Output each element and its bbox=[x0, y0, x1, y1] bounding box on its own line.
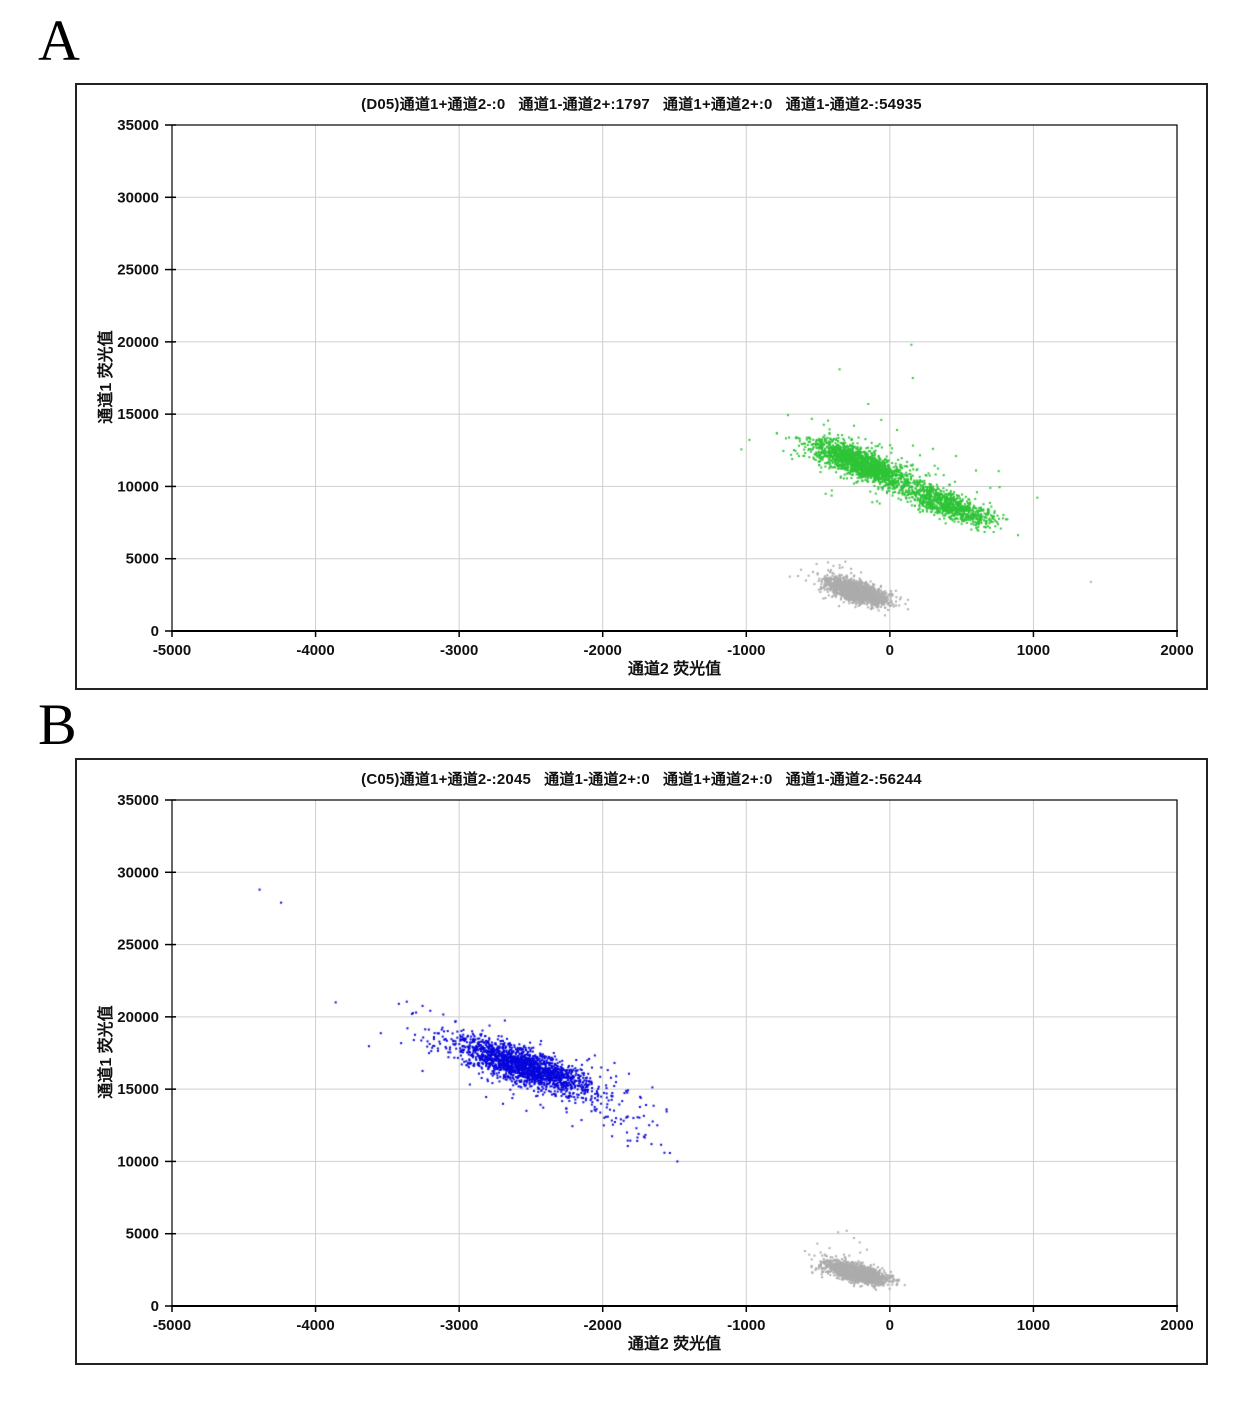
svg-text:5000: 5000 bbox=[126, 1226, 159, 1243]
svg-text:1000: 1000 bbox=[1017, 642, 1050, 659]
svg-text:30000: 30000 bbox=[117, 864, 159, 881]
y-axis-title-b: 通道1 荧光值 bbox=[98, 1005, 115, 1099]
svg-text:5000: 5000 bbox=[126, 551, 159, 568]
x-axis-title-a: 通道2 荧光值 bbox=[627, 661, 722, 678]
x-axis-title-b: 通道2 荧光值 bbox=[627, 1336, 722, 1353]
svg-text:10000: 10000 bbox=[117, 1153, 159, 1170]
svg-text:15000: 15000 bbox=[117, 1081, 159, 1098]
svg-text:35000: 35000 bbox=[117, 792, 159, 809]
scatter-points-b bbox=[172, 800, 1177, 1306]
svg-text:-5000: -5000 bbox=[153, 642, 191, 659]
svg-text:-2000: -2000 bbox=[584, 1317, 622, 1334]
svg-text:35000: 35000 bbox=[117, 117, 159, 134]
figure-label-b: B bbox=[38, 692, 77, 757]
svg-text:-1000: -1000 bbox=[727, 642, 765, 659]
svg-text:0: 0 bbox=[151, 623, 159, 640]
y-axis-title-a: 通道1 荧光值 bbox=[98, 330, 115, 424]
svg-text:-2000: -2000 bbox=[584, 642, 622, 659]
scatter-points-a bbox=[172, 125, 1177, 631]
svg-text:25000: 25000 bbox=[117, 262, 159, 279]
plot-title-b: (C05)通道1+通道2-:2045 通道1-通道2+:0 通道1+通道2+:0… bbox=[361, 771, 922, 788]
svg-text:-1000: -1000 bbox=[727, 1317, 765, 1334]
svg-text:30000: 30000 bbox=[117, 189, 159, 206]
svg-text:0: 0 bbox=[886, 1317, 894, 1334]
svg-text:15000: 15000 bbox=[117, 406, 159, 423]
svg-text:-4000: -4000 bbox=[296, 642, 334, 659]
svg-text:-4000: -4000 bbox=[296, 1317, 334, 1334]
svg-text:1000: 1000 bbox=[1017, 1317, 1050, 1334]
figure-label-a: A bbox=[38, 8, 80, 73]
svg-text:2000: 2000 bbox=[1160, 642, 1193, 659]
plot-title-a: (D05)通道1+通道2-:0 通道1-通道2+:1797 通道1+通道2+:0… bbox=[361, 96, 922, 113]
svg-text:-5000: -5000 bbox=[153, 1317, 191, 1334]
svg-text:0: 0 bbox=[886, 642, 894, 659]
svg-text:-3000: -3000 bbox=[440, 642, 478, 659]
svg-text:20000: 20000 bbox=[117, 1009, 159, 1026]
svg-text:-3000: -3000 bbox=[440, 1317, 478, 1334]
svg-text:2000: 2000 bbox=[1160, 1317, 1193, 1334]
svg-text:25000: 25000 bbox=[117, 937, 159, 954]
scatter-panel-b: (C05)通道1+通道2-:2045 通道1-通道2+:0 通道1+通道2+:0… bbox=[75, 758, 1208, 1365]
svg-text:20000: 20000 bbox=[117, 334, 159, 351]
scatter-panel-a: (D05)通道1+通道2-:0 通道1-通道2+:1797 通道1+通道2+:0… bbox=[75, 83, 1208, 690]
svg-text:0: 0 bbox=[151, 1298, 159, 1315]
svg-text:10000: 10000 bbox=[117, 478, 159, 495]
